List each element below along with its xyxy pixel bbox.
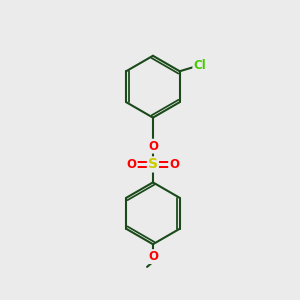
Text: O: O	[148, 250, 158, 263]
Text: O: O	[169, 158, 179, 171]
Text: S: S	[148, 158, 158, 171]
Text: O: O	[148, 140, 158, 153]
Text: O: O	[127, 158, 137, 171]
Text: Cl: Cl	[194, 59, 206, 72]
